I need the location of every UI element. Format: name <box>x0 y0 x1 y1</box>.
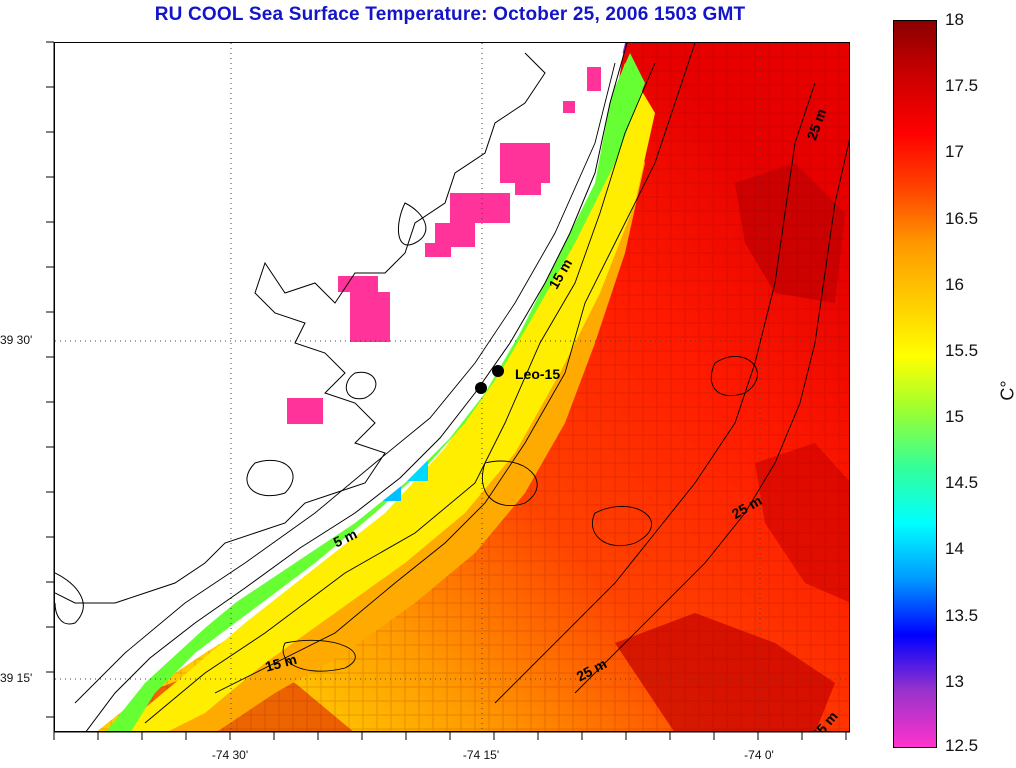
sst-map[interactable]: 5 m 15 m 15 m 25 m 25 m 25 m 25 m Leo-15 <box>54 42 850 732</box>
bathymetry-contours <box>74 43 849 724</box>
colorbar-tick-label: 12.5 <box>945 736 979 755</box>
colorbar-tick-label: 16 <box>945 274 964 294</box>
colorbar-tick-label: 14 <box>945 539 964 559</box>
lon-tick-label: -74 30' <box>211 748 249 762</box>
station-dot-icon[interactable] <box>475 382 487 394</box>
lat-tick-label: 39 30' <box>0 333 33 347</box>
colorbar-gradient <box>894 21 936 747</box>
station-label: Leo-15 <box>515 366 560 382</box>
colorbar-tick-label: 14.5 <box>945 473 979 493</box>
station-dot-icon[interactable] <box>492 365 504 377</box>
lon-tick-label: -74 15' <box>462 748 500 762</box>
sst-map-canvas: 5 m 15 m 15 m 25 m 25 m 25 m 25 m Leo-15 <box>55 43 849 731</box>
cloud-flag-pixels <box>287 67 601 424</box>
colorbar-tick-label: 17 <box>945 142 964 162</box>
colorbar <box>893 20 937 748</box>
colorbar-tick-label: 13 <box>945 671 964 691</box>
contour-label: 15 m <box>263 651 298 675</box>
lat-tick-label: 39 15' <box>0 671 33 685</box>
colorbar-tick-label: 15.5 <box>945 340 979 360</box>
offshore-pixel-overlay <box>97 43 849 731</box>
colorbar-tick-label: 13.5 <box>945 605 979 625</box>
coastline <box>55 43 628 731</box>
colorbar-tick-label: 18 <box>945 10 964 29</box>
colorbar-unit: C° <box>997 380 1016 401</box>
map-title: RU COOL Sea Surface Temperature: October… <box>154 4 746 25</box>
colorbar-tick-label: 15 <box>945 407 964 427</box>
colorbar-tick-label: 16.5 <box>945 208 979 228</box>
colorbar-tick-label: 17.5 <box>945 76 979 96</box>
lon-tick-label: -74 0' <box>744 748 774 762</box>
